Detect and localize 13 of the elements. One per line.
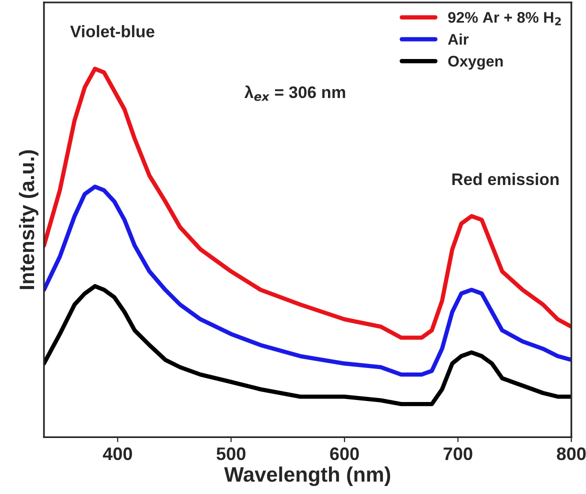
legend-label: Air	[448, 34, 469, 45]
x-tick-label: 500	[216, 447, 246, 460]
x-tick-label: 400	[102, 447, 132, 460]
legend-label: 92% Ar + 8% H$_{2}$	[448, 12, 561, 26]
x-tick-label: 800	[556, 447, 586, 460]
y-axis-title: Intensity (a.u.)	[18, 150, 38, 290]
legend-label: Oxygen	[448, 56, 503, 70]
x-tick-label: 600	[330, 447, 359, 460]
text: Violet-blue	[70, 25, 154, 38]
annotation: λ$_{ex}$ = 306 nm	[244, 85, 346, 101]
x-tick-label: 700	[444, 447, 472, 460]
x-axis-title: Wavelength (nm)	[224, 466, 390, 486]
annotation: Red emission	[452, 172, 559, 186]
